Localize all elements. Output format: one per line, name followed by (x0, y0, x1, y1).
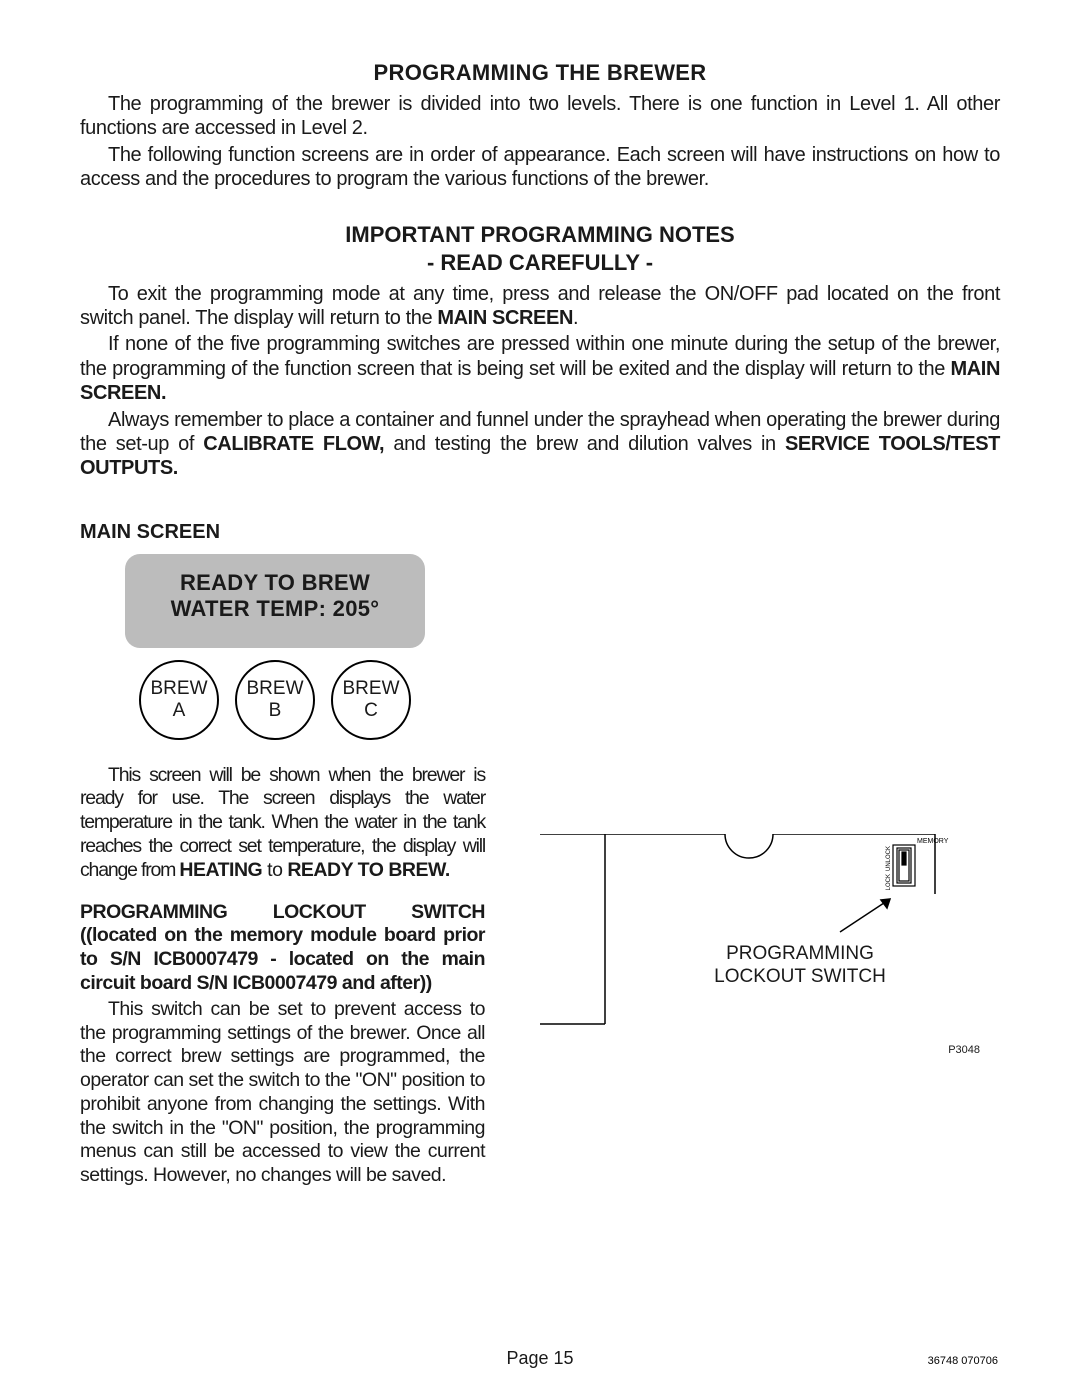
brew-c-letter: C (364, 700, 378, 722)
right-column: UNLOCK LOCK MEMORY PROGRAMMING LOCKOUT S… (540, 834, 1000, 1044)
ready-b2: to (262, 859, 287, 881)
note-3-b: CALIBRATE FLOW, (203, 433, 384, 455)
note-3: Always remember to place a container and… (80, 408, 1000, 481)
mem-lock-text: LOCK (886, 874, 892, 890)
lockout-diagram: UNLOCK LOCK MEMORY PROGRAMMING LOCKOUT S… (540, 834, 1000, 1044)
board-outline: UNLOCK LOCK MEMORY (540, 834, 1000, 1044)
note-3-c: and testing the brew and dilution valves… (384, 433, 785, 455)
brew-b-letter: B (269, 700, 282, 722)
note-1-end: . (573, 307, 578, 329)
lcd-line-2: WATER TEMP: 205° (135, 596, 415, 622)
lockout-heading: PROGRAMMING LOCKOUT SWITCH ((located on … (80, 901, 485, 996)
note-1: To exit the programming mode at any time… (80, 282, 1000, 331)
brew-a-letter: A (173, 700, 186, 722)
brew-b-label: BREW (247, 678, 304, 700)
page-number: Page 15 (0, 1348, 1080, 1369)
diagram-caption-2: LOCKOUT SWITCH (670, 965, 930, 988)
intro-paragraph-2: The following function screens are in or… (80, 143, 1000, 192)
note-2-text: If none of the five programming switches… (80, 333, 1000, 379)
document-code: 36748 070706 (928, 1355, 998, 1367)
diagram-part-no: P3048 (948, 1044, 980, 1056)
brew-b-button[interactable]: BREW B (235, 660, 315, 740)
ready-b3: READY TO BREW. (287, 859, 449, 881)
lockout-paragraph: This switch can be set to prevent access… (80, 998, 485, 1188)
brew-a-label: BREW (151, 678, 208, 700)
ready-b1: HEATING (179, 859, 262, 881)
diagram-caption-1: PROGRAMMING (670, 942, 930, 965)
lcd-screen: READY TO BREW WATER TEMP: 205° (125, 554, 425, 648)
diagram-caption: PROGRAMMING LOCKOUT SWITCH (670, 942, 930, 988)
notes-heading-1: IMPORTANT PROGRAMMING NOTES (80, 222, 1000, 248)
note-2: If none of the five programming switches… (80, 332, 1000, 405)
main-screen-label: MAIN SCREEN (80, 521, 1000, 544)
ready-paragraph: This screen will be shown when the brewe… (80, 764, 485, 883)
lcd-line-1: READY TO BREW (135, 570, 415, 596)
brew-c-button[interactable]: BREW C (331, 660, 411, 740)
brew-c-label: BREW (343, 678, 400, 700)
brew-a-button[interactable]: BREW A (139, 660, 219, 740)
brew-buttons: BREW A BREW B BREW C (125, 660, 425, 740)
mem-unlock-text: UNLOCK (886, 846, 892, 871)
left-column: This screen will be shown when the brewe… (80, 764, 485, 1190)
page-title: PROGRAMMING THE BREWER (80, 60, 1000, 86)
memory-text: MEMORY (917, 838, 949, 845)
notes-heading-2: - READ CAREFULLY - (80, 250, 1000, 276)
intro-paragraph-1: The programming of the brewer is divided… (80, 92, 1000, 141)
note-1-bold: MAIN SCREEN (437, 307, 573, 329)
lcd-panel: READY TO BREW WATER TEMP: 205° BREW A BR… (125, 554, 425, 740)
